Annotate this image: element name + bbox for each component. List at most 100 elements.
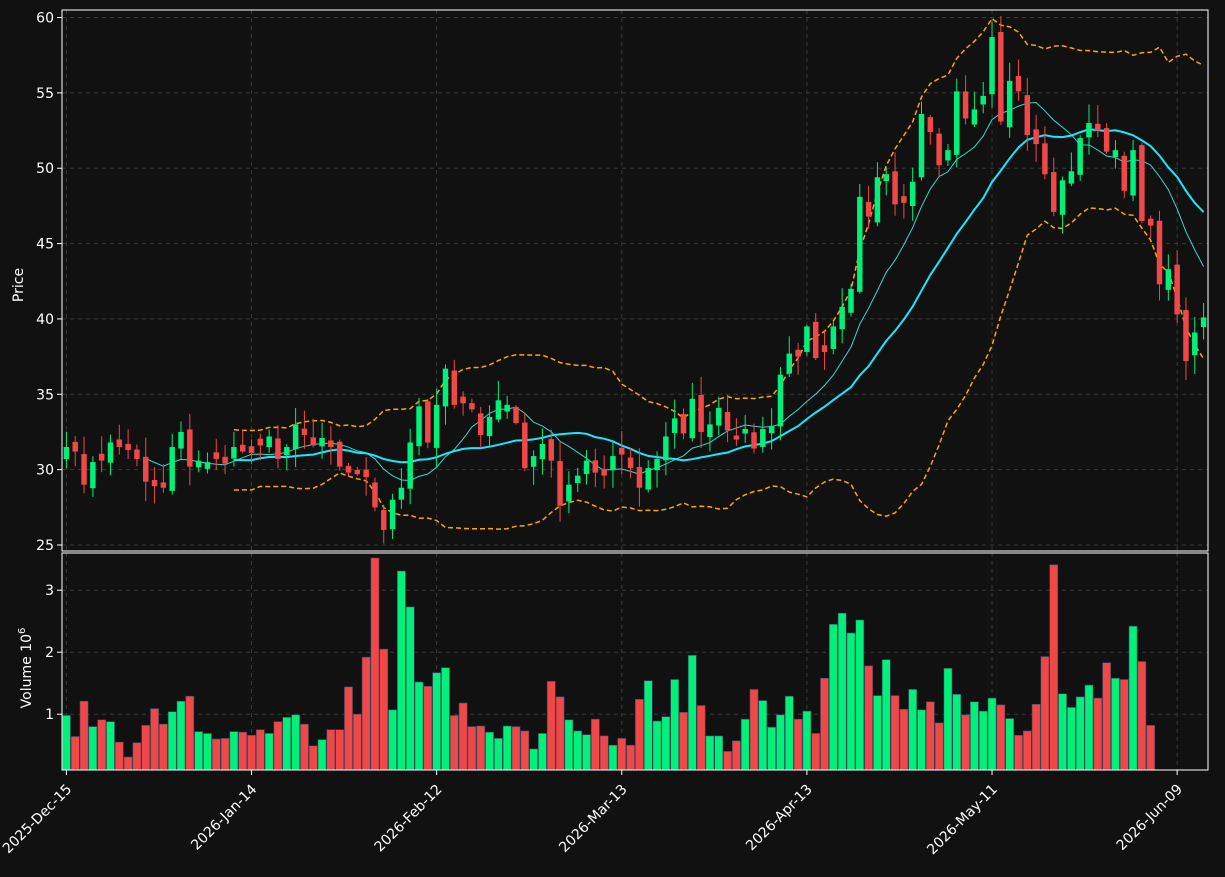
candle-body — [680, 413, 687, 434]
volume-bar — [1102, 662, 1111, 771]
candle-body — [1147, 218, 1154, 226]
candle-body — [90, 462, 96, 489]
candle-body — [583, 460, 590, 475]
volume-bar — [573, 730, 583, 771]
candle-body — [671, 418, 678, 433]
volume-bar — [934, 722, 944, 771]
candle-body — [874, 177, 881, 223]
volume-bar — [70, 736, 80, 771]
candle-body — [989, 37, 995, 95]
candle-body — [284, 447, 290, 456]
candle-body — [1059, 180, 1066, 215]
candle-body — [1103, 128, 1110, 152]
volume-bar — [811, 733, 821, 771]
volume-bar — [635, 699, 644, 771]
candle-body — [848, 288, 854, 313]
volume-bar — [291, 714, 300, 771]
volume-bar — [441, 667, 450, 771]
candle-body — [663, 436, 669, 461]
candle-body — [151, 480, 158, 487]
candle-body — [716, 407, 722, 426]
volume-bar — [132, 742, 142, 771]
volume-bar — [264, 733, 274, 771]
candle-body — [909, 181, 916, 207]
volume-bar — [352, 713, 362, 771]
candle-body — [777, 374, 784, 427]
volume-bar — [776, 714, 785, 771]
candle-body — [275, 438, 281, 460]
volume-bar — [1005, 718, 1015, 771]
candle-body — [1156, 220, 1163, 285]
candle-body — [301, 428, 308, 435]
candle-body — [1130, 150, 1136, 196]
volume-bar — [590, 718, 600, 771]
volume-bar — [996, 704, 1006, 771]
volume-bar — [167, 711, 177, 771]
candle-body — [407, 442, 413, 489]
candle-body — [63, 447, 70, 460]
volume-bar — [335, 729, 345, 771]
volume-bar — [458, 702, 468, 771]
volume-bar — [837, 612, 847, 771]
candle-body — [689, 398, 696, 439]
volume-bar — [529, 748, 538, 771]
candle-body — [574, 475, 581, 484]
volume-bar — [141, 725, 151, 771]
volume-bar — [820, 677, 829, 771]
volume-tick-label: 3 — [45, 583, 54, 599]
volume-bar — [1058, 693, 1067, 771]
volume-bar — [626, 744, 635, 771]
candle-body — [469, 403, 475, 410]
volume-bar — [432, 672, 442, 771]
volume-bar — [449, 715, 459, 771]
candle-body — [178, 431, 184, 449]
volume-axis-label-base: 10 — [19, 634, 35, 652]
candle-body — [354, 469, 361, 475]
volume-bar — [846, 632, 856, 771]
volume-bar — [106, 721, 115, 771]
candle-body — [1024, 95, 1031, 136]
volume-bar — [520, 730, 530, 771]
volume-bar — [758, 700, 768, 771]
x-tick-label: 2026-May-11 — [924, 782, 1001, 859]
volume-bar — [1111, 677, 1120, 771]
volume-bar — [652, 720, 662, 771]
candle-body — [927, 117, 934, 133]
volume-bar — [114, 741, 124, 771]
volume-tick-label: 1 — [45, 707, 54, 723]
volume-bar — [908, 689, 918, 771]
volume-bar — [873, 695, 882, 771]
candle-body — [724, 412, 731, 431]
price-tick-label: 40 — [36, 312, 54, 328]
volume-bar — [740, 718, 750, 771]
candle-body — [1077, 138, 1083, 175]
candle-body — [1068, 171, 1075, 184]
candle-body — [328, 440, 334, 448]
price-tick-label: 55 — [36, 86, 54, 102]
volume-bar — [917, 709, 926, 771]
volume-bar — [97, 719, 107, 771]
volume-bar — [961, 714, 970, 771]
price-axis-label: Price — [11, 268, 27, 302]
candle-body — [698, 394, 704, 432]
candle-body — [204, 462, 211, 469]
slow-moving-average-line — [233, 128, 1205, 464]
candle-body — [742, 428, 748, 434]
candle-body — [636, 467, 643, 488]
volume-bar — [1137, 661, 1147, 771]
volume-bar — [608, 744, 618, 771]
volume-bar — [802, 710, 812, 771]
volume-bar — [555, 696, 565, 771]
volume-bar — [405, 606, 415, 771]
candle-body — [760, 428, 766, 447]
volume-bar — [643, 680, 653, 771]
volume-bar — [952, 694, 962, 771]
candle-body — [839, 306, 845, 330]
volume-bar — [379, 648, 389, 771]
candle-body — [707, 424, 713, 438]
volume-bar — [62, 715, 71, 771]
volume-bar — [714, 735, 724, 771]
volume-bar — [361, 656, 371, 771]
